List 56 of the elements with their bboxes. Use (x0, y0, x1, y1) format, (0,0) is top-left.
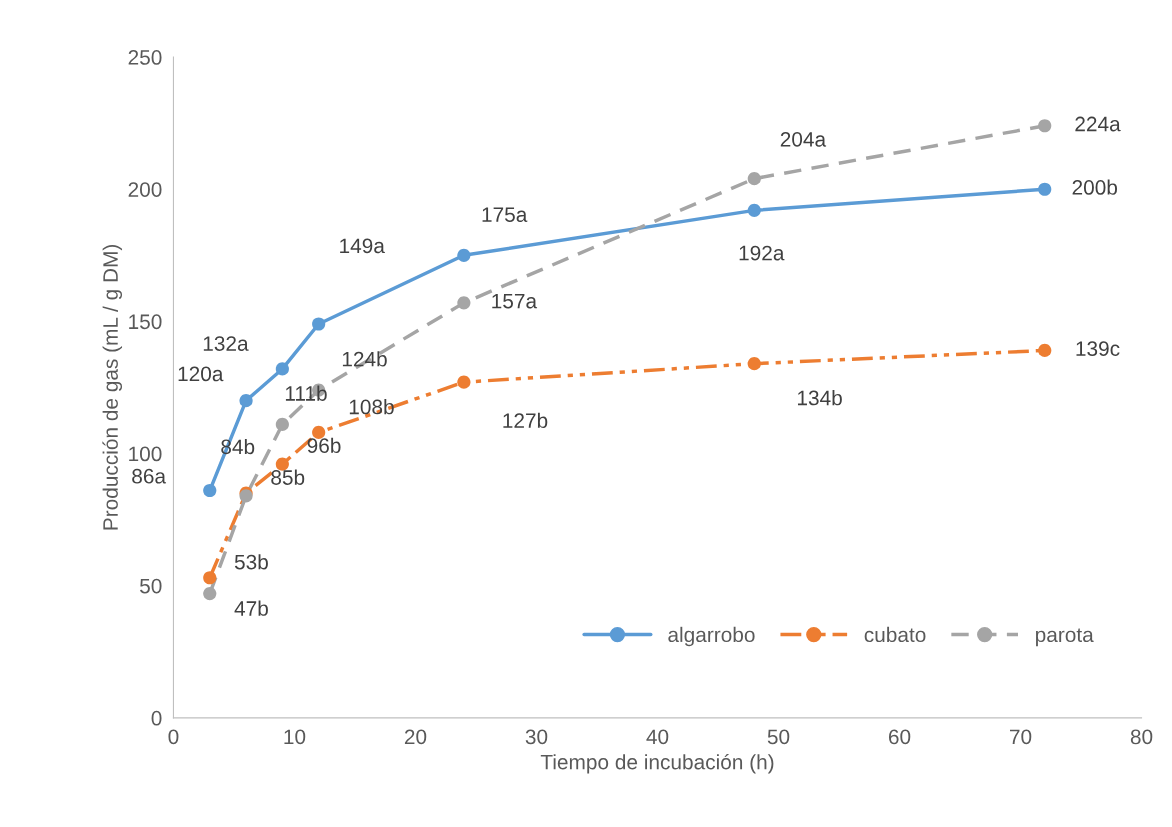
point (457, 296, 471, 310)
x-tick-label: 40 (646, 729, 669, 745)
data-label: 132a (203, 336, 249, 351)
y-tick-label: 200 (128, 182, 162, 197)
y-tick-label: 0 (151, 710, 162, 726)
legend-label: parota (1036, 628, 1094, 647)
data-label: 53b (234, 554, 268, 570)
data-label: 192a (739, 245, 785, 261)
x-tick-label: 80 (1130, 729, 1153, 745)
point (203, 483, 217, 498)
y-tick-label: 100 (129, 446, 162, 462)
point (747, 203, 761, 217)
point (239, 394, 253, 408)
data-label: 175a (482, 207, 528, 222)
data-label: 149a (340, 238, 385, 254)
y-tick-label: 50 (140, 578, 162, 594)
data-label: 127b (503, 412, 548, 429)
x-tick-label: 10 (284, 729, 306, 745)
data-label: 120a (178, 366, 224, 382)
point (312, 317, 326, 331)
data-label: 204a (780, 131, 827, 147)
point (1038, 343, 1052, 358)
data-label: 96b (307, 437, 341, 454)
point (275, 417, 289, 432)
data-label: 124b (342, 351, 387, 367)
data-label: 139c (1076, 341, 1120, 357)
x-tick-label: 30 (525, 729, 548, 745)
data-label: 86a (132, 468, 167, 484)
point (275, 362, 289, 376)
point (1038, 119, 1052, 133)
point (457, 375, 471, 389)
x-tick-label: 50 (767, 729, 790, 745)
point (203, 587, 217, 601)
x-axis-title: Tiempo de incubación (h) (540, 753, 774, 774)
x-tick-label: 20 (404, 729, 427, 745)
point (203, 571, 217, 585)
point (747, 172, 761, 186)
data-label: 47b (234, 600, 268, 616)
x-tick-label: 70 (1010, 729, 1032, 745)
data-label: 134b (797, 390, 842, 406)
data-label: 157a (492, 293, 538, 309)
data-label: 200b (1072, 179, 1118, 195)
data-label: 108b (349, 399, 394, 415)
point (747, 357, 761, 371)
y-tick-label: 150 (129, 314, 162, 330)
legend-label: cubato (864, 626, 926, 643)
point (457, 248, 471, 262)
legend-label: algarrobo (668, 626, 755, 647)
data-label: 224a (1075, 116, 1121, 132)
x-tick-label: 60 (888, 729, 911, 745)
point (1038, 182, 1052, 196)
data-label: 111b (285, 385, 327, 401)
data-label: 85b (271, 469, 305, 485)
y-tick-label: 250 (128, 50, 162, 65)
y-axis-title: Producción de gas (mL / g DM) (102, 244, 123, 530)
x-tick-label: 0 (168, 729, 179, 745)
